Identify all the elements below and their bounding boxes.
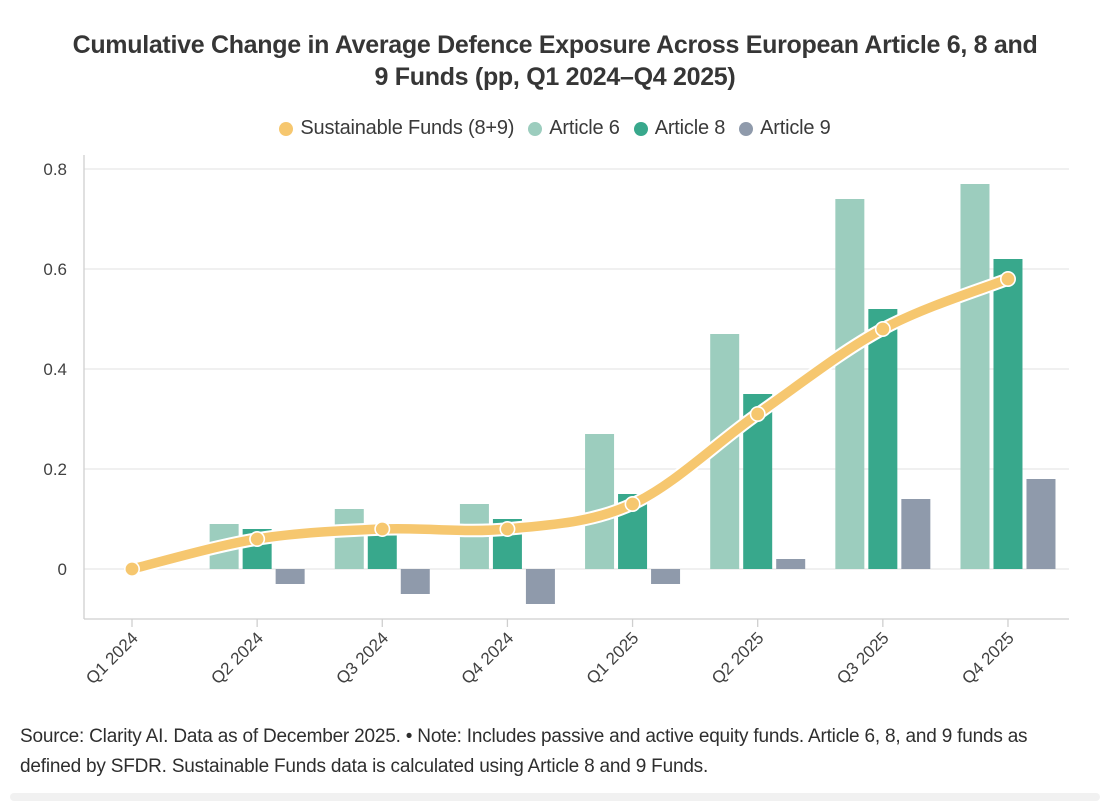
chart-title-line-1: Cumulative Change in Average Defence Exp…	[72, 31, 1038, 59]
bar-article-9-q1-2025	[651, 569, 681, 584]
line-marker-q1-2024	[124, 560, 141, 577]
legend-dot-icon	[279, 121, 294, 136]
legend-label: Sustainable Funds (8+9)	[300, 117, 515, 139]
x-tick-label: Q1 2024	[82, 628, 142, 688]
bar-article-6-q3-2024	[334, 509, 364, 569]
chart-title-line-2: 9 Funds (pp, Q1 2024–Q4 2025)	[374, 63, 736, 91]
line-marker-q4-2025	[999, 270, 1016, 287]
legend-label: Article 8	[654, 117, 726, 139]
bar-article-6-q1-2025	[585, 434, 615, 569]
bar-article-9-q2-2024	[275, 569, 305, 584]
legend-label: Article 6	[549, 117, 620, 139]
bar-article-6-q3-2025	[835, 199, 865, 569]
legend-label: Article 9	[760, 117, 831, 139]
line-marker-q4-2024	[499, 520, 516, 537]
legend-dot-icon	[739, 121, 754, 136]
bar-article-8-q3-2025	[868, 309, 898, 569]
bar-article-9-q4-2025	[1026, 479, 1056, 569]
bar-article-9-q4-2024	[525, 569, 555, 604]
x-tick-label: Q2 2025	[708, 628, 768, 688]
source-note: Source: Clarity AI. Data as of December …	[20, 726, 1028, 777]
bar-article-6-q4-2025	[960, 184, 990, 569]
legend-item-article-9: Article 9	[739, 117, 831, 140]
x-tick-label: Q4 2024	[458, 628, 518, 688]
legend-item-sustainable-funds: Sustainable Funds (8+9)	[279, 117, 514, 140]
bar-article-9-q3-2025	[901, 499, 931, 569]
x-tick-label: Q2 2024	[207, 628, 267, 688]
chart-plot-area: 0 0.2 0.4 0.6 0.8 Q1 2024 Q2 2024 Q3 2024 Q4 202…	[43, 155, 1069, 688]
line-marker-q2-2024	[249, 530, 266, 547]
x-tick-label: Q3 2025	[833, 628, 893, 688]
chart-legend: Sustainable Funds (8+9) Article 6 Articl…	[0, 117, 1110, 140]
line-sustainable-funds	[127, 274, 1013, 574]
legend-dot-icon	[528, 121, 543, 136]
y-tick-label: 0.8	[43, 160, 67, 179]
horizontal-scrollbar[interactable]	[10, 793, 1100, 801]
legend-dot-icon	[633, 121, 648, 136]
y-tick-label: 0	[58, 560, 67, 579]
bar-article-8-q4-2025	[993, 259, 1023, 569]
x-tick-label: Q1 2025	[583, 628, 643, 688]
y-tick-label: 0.6	[43, 260, 67, 279]
chart-title: Cumulative Change in Average Defence Exp…	[0, 29, 1110, 93]
line-marker-q1-2025	[624, 495, 641, 512]
x-tick-label: Q4 2025	[958, 628, 1018, 688]
legend-item-article-8: Article 8	[633, 117, 726, 140]
legend-item-article-6: Article 6	[528, 117, 620, 140]
line-marker-q2-2025	[749, 405, 766, 422]
y-tick-label: 0.4	[43, 360, 67, 379]
y-tick-label: 0.2	[43, 460, 67, 479]
line-marker-q3-2024	[374, 520, 391, 537]
line-marker-q3-2025	[874, 320, 891, 337]
bar-article-9-q2-2025	[776, 559, 806, 569]
bar-article-9-q3-2024	[400, 569, 430, 594]
x-tick-label: Q3 2024	[333, 628, 393, 688]
